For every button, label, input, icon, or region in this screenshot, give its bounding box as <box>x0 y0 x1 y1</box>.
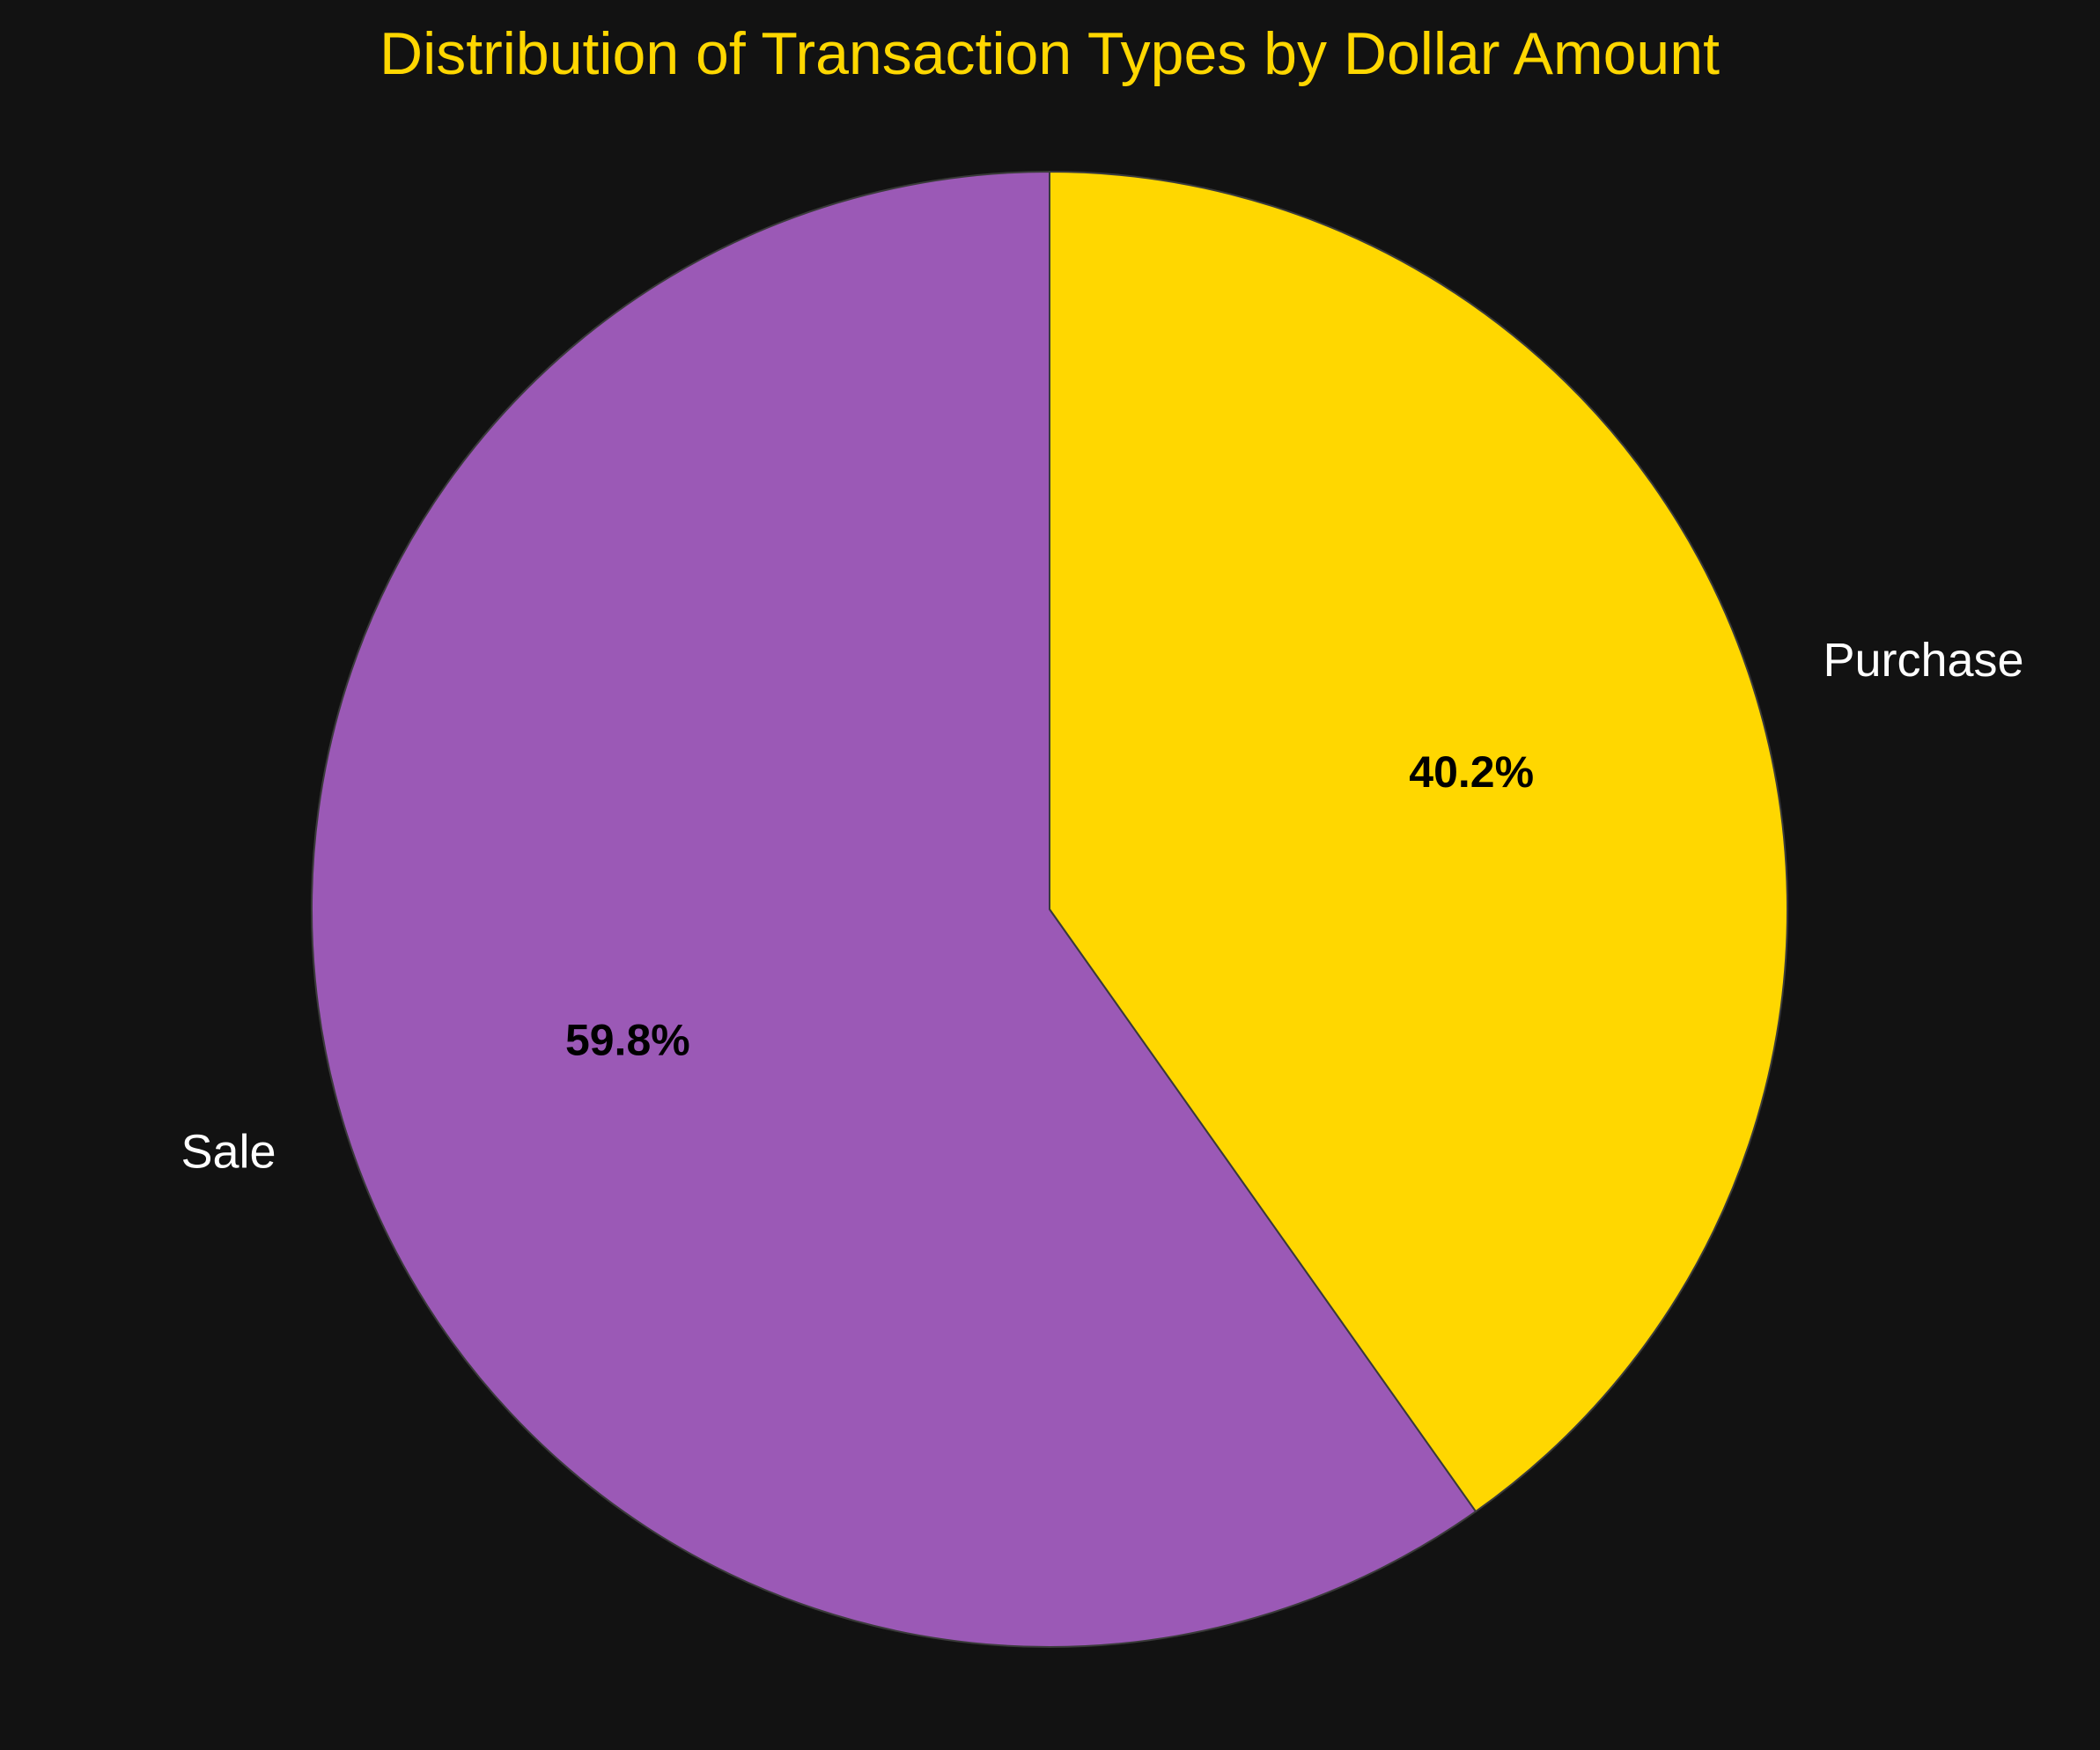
slice-percent-purchase: 40.2% <box>1409 747 1534 797</box>
pie-slices <box>311 170 1788 1648</box>
slice-label-purchase: Purchase <box>1823 634 2023 687</box>
slice-percent-sale: 59.8% <box>565 1016 690 1065</box>
slice-label-sale: Sale <box>181 1126 276 1179</box>
pie-slice-purchase <box>1049 170 1788 1513</box>
chart-title: Distribution of Transaction Types by Dol… <box>379 20 1720 87</box>
pie-labels: Purchase 40.2% Sale 59.8% <box>181 634 2023 1179</box>
pie-slice-sale <box>311 170 1477 1648</box>
